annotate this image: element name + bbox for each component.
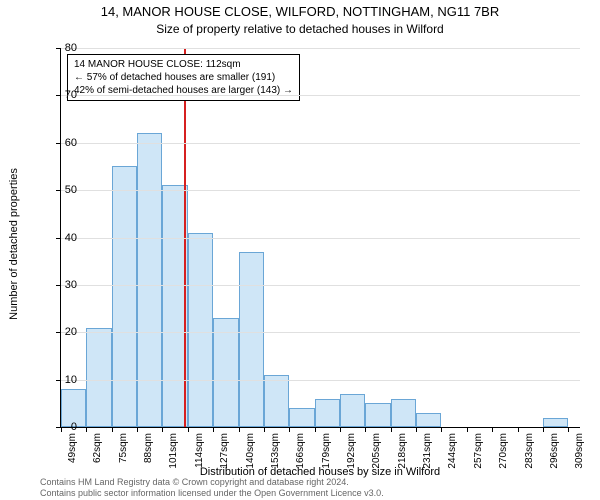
x-tick-mark (264, 427, 265, 432)
annotation-line-2: ← 57% of detached houses are smaller (19… (74, 71, 293, 84)
histogram-bar (315, 399, 340, 427)
x-tick-label: 231sqm (422, 433, 433, 469)
footer: Contains HM Land Registry data © Crown c… (40, 477, 384, 498)
footer-line-2: Contains public sector information licen… (40, 488, 384, 498)
histogram-bar (137, 133, 162, 427)
y-tick-label: 60 (47, 137, 77, 149)
chart-title: 14, MANOR HOUSE CLOSE, WILFORD, NOTTINGH… (0, 4, 600, 19)
x-tick-label: 101sqm (168, 433, 179, 469)
x-tick-label: 88sqm (143, 433, 154, 463)
x-tick-label: 153sqm (270, 433, 281, 469)
histogram-bar (416, 413, 441, 427)
y-tick-label: 70 (47, 89, 77, 101)
x-tick-mark (213, 427, 214, 432)
x-tick-label: 75sqm (118, 433, 129, 463)
x-tick-mark (518, 427, 519, 432)
grid-line (61, 48, 580, 49)
y-tick-label: 0 (47, 421, 77, 433)
histogram-bar (213, 318, 238, 427)
grid-line (61, 332, 580, 333)
x-tick-label: 179sqm (321, 433, 332, 469)
y-tick-label: 30 (47, 279, 77, 291)
histogram-bar (289, 408, 314, 427)
x-tick-label: 114sqm (194, 433, 205, 468)
annotation-box: 14 MANOR HOUSE CLOSE: 112sqm ← 57% of de… (67, 54, 300, 101)
y-tick-label: 40 (47, 232, 77, 244)
x-tick-label: 49sqm (67, 433, 78, 463)
histogram-bar (340, 394, 365, 427)
histogram-bar (543, 418, 568, 427)
histogram-bar (264, 375, 289, 427)
grid-line (61, 380, 580, 381)
x-tick-label: 127sqm (219, 433, 230, 469)
x-tick-mark (289, 427, 290, 432)
x-tick-mark (543, 427, 544, 432)
x-tick-label: 270sqm (498, 433, 509, 469)
x-tick-mark (568, 427, 569, 432)
x-tick-label: 192sqm (346, 433, 357, 469)
chart-container: 14, MANOR HOUSE CLOSE, WILFORD, NOTTINGH… (0, 0, 600, 500)
x-tick-mark (416, 427, 417, 432)
x-tick-mark (137, 427, 138, 432)
histogram-bar (239, 252, 264, 427)
y-axis-label-wrap: Number of detached properties (14, 48, 26, 428)
grid-line (61, 143, 580, 144)
x-tick-mark (492, 427, 493, 432)
y-tick-label: 50 (47, 184, 77, 196)
x-tick-mark (188, 427, 189, 432)
x-tick-label: 257sqm (473, 433, 484, 469)
x-tick-label: 283sqm (524, 433, 535, 469)
grid-line (61, 95, 580, 96)
x-tick-mark (340, 427, 341, 432)
x-tick-mark (239, 427, 240, 432)
x-tick-mark (441, 427, 442, 432)
x-tick-label: 309sqm (574, 433, 585, 469)
grid-line (61, 238, 580, 239)
y-tick-label: 80 (47, 42, 77, 54)
plot-area: 14 MANOR HOUSE CLOSE: 112sqm ← 57% of de… (60, 48, 580, 428)
grid-line (61, 285, 580, 286)
x-tick-label: 296sqm (549, 433, 560, 469)
x-tick-mark (467, 427, 468, 432)
x-tick-mark (365, 427, 366, 432)
x-tick-label: 218sqm (397, 433, 408, 469)
x-axis-label: Distribution of detached houses by size … (60, 466, 580, 478)
histogram-bar (86, 328, 111, 427)
x-tick-label: 244sqm (447, 433, 458, 469)
x-tick-label: 140sqm (245, 433, 256, 469)
y-tick-label: 20 (47, 326, 77, 338)
histogram-bar (391, 399, 416, 427)
y-tick-label: 10 (47, 374, 77, 386)
footer-line-1: Contains HM Land Registry data © Crown c… (40, 477, 384, 487)
x-tick-label: 62sqm (92, 433, 103, 463)
x-tick-mark (391, 427, 392, 432)
x-tick-mark (86, 427, 87, 432)
chart-subtitle: Size of property relative to detached ho… (0, 22, 600, 36)
x-tick-label: 205sqm (371, 433, 382, 469)
histogram-bar (188, 233, 213, 427)
histogram-bar (112, 166, 137, 427)
x-tick-label: 166sqm (295, 433, 306, 469)
annotation-line-1: 14 MANOR HOUSE CLOSE: 112sqm (74, 58, 293, 71)
x-tick-mark (112, 427, 113, 432)
histogram-bar (365, 403, 390, 427)
grid-line (61, 190, 580, 191)
x-tick-mark (162, 427, 163, 432)
y-axis-label: Number of detached properties (8, 168, 20, 320)
x-tick-mark (315, 427, 316, 432)
